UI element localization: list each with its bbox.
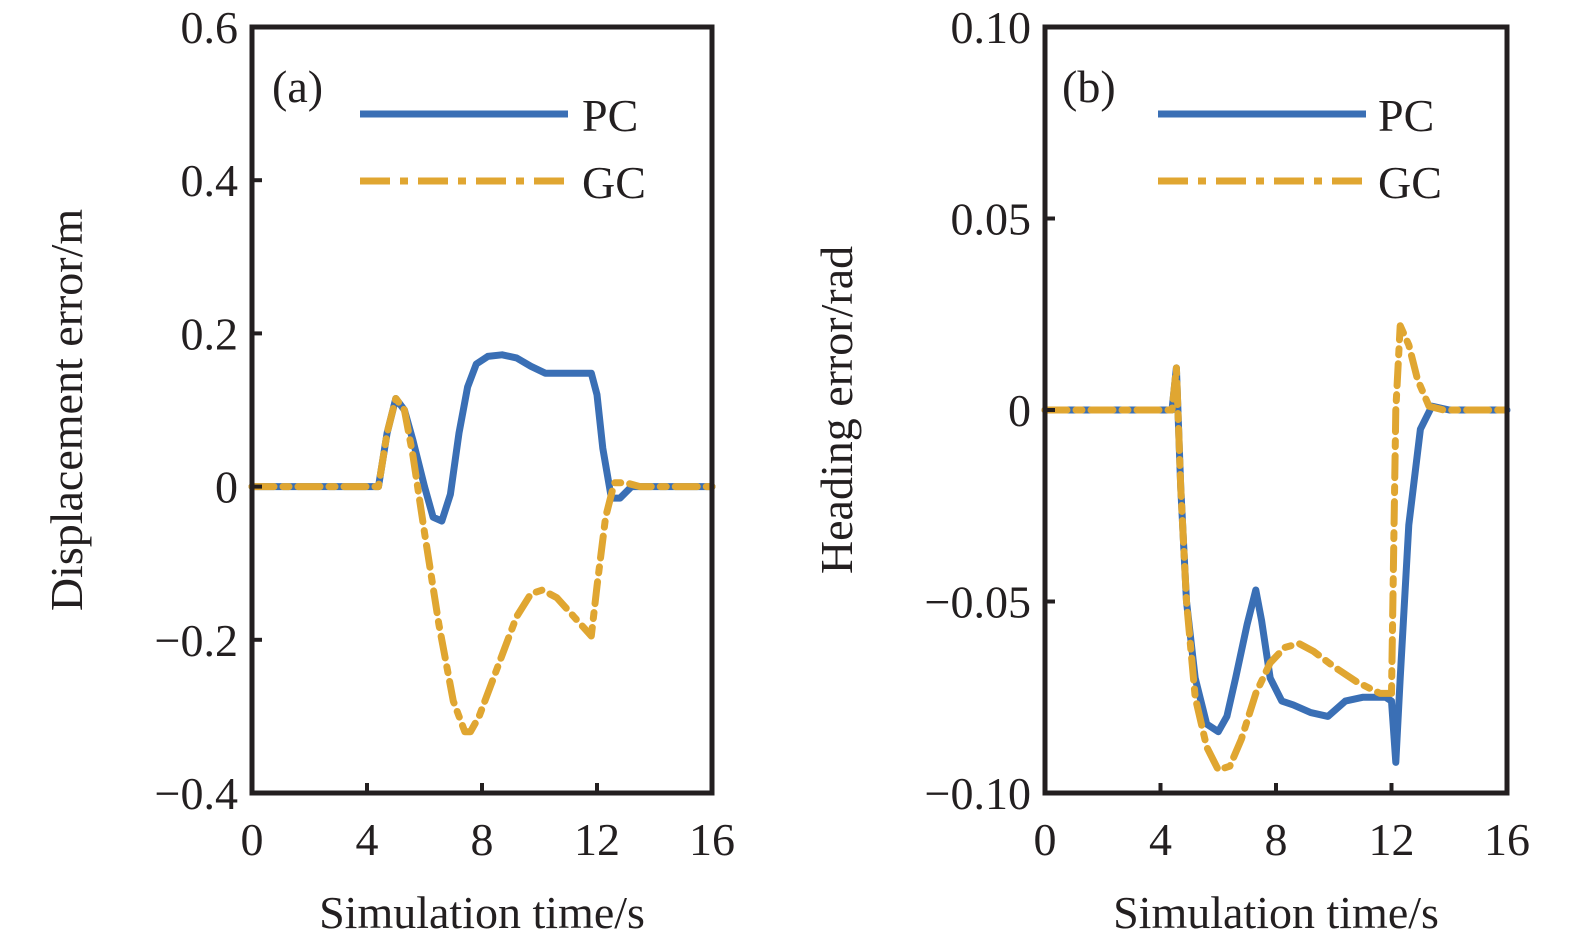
- panel-a-y-tick-label: −0.2: [155, 615, 238, 666]
- panel-b-y-tick-label: 0: [1008, 385, 1031, 436]
- panel-a-x-tick-label: 16: [689, 814, 735, 865]
- panel-a-legend-gc-label: GC: [582, 157, 646, 208]
- panel-a-legend-pc-label: PC: [582, 90, 638, 141]
- panel-a-ylabel: Displacement error/m: [41, 209, 92, 612]
- panel-a-xlabel: Simulation time/s: [319, 887, 645, 938]
- panel-b-lines: [1041, 322, 1511, 774]
- panel-b-x-ticks: 0 4 8 12 16: [1034, 783, 1530, 865]
- panel-a-series-pc: [248, 351, 716, 525]
- panel-b-y-tick-label: 0.05: [951, 194, 1032, 245]
- panel-b-legend-pc-label: PC: [1378, 90, 1434, 141]
- panel-b-x-tick-label: 16: [1484, 814, 1530, 865]
- panel-a-y-tick-label: 0.2: [181, 308, 239, 359]
- panel-a: −0.4 −0.2 0 0.2 0.4 0.6 0 4 8 12 16 (a) PC GC Sim…: [41, 2, 735, 938]
- panel-a-x-tick-label: 4: [356, 814, 379, 865]
- panel-b-x-tick-label: 0: [1034, 814, 1057, 865]
- panel-a-label: (a): [272, 61, 323, 112]
- panel-b-y-ticks: −0.10 −0.05 0 0.05 0.10: [925, 2, 1055, 819]
- panel-a-y-tick-label: −0.4: [155, 768, 238, 819]
- panel-a-x-ticks: 0 4 8 12 16: [241, 783, 735, 865]
- panel-a-series-gc: [248, 395, 716, 736]
- panel-b-x-tick-label: 8: [1265, 814, 1288, 865]
- panel-b-x-tick-label: 12: [1369, 814, 1415, 865]
- panel-b-xlabel: Simulation time/s: [1113, 887, 1439, 938]
- panel-a-frame: [249, 24, 715, 796]
- panel-a-x-tick-label: 8: [471, 814, 494, 865]
- panel-b-ylabel: Heading error/rad: [811, 246, 862, 574]
- panel-b-legend-gc-label: GC: [1378, 157, 1442, 208]
- panel-b-series-gc: [1041, 322, 1511, 774]
- panel-a-x-tick-label: 0: [241, 814, 264, 865]
- panel-a-y-tick-label: 0: [215, 462, 238, 513]
- panel-a-y-tick-label: 0.6: [181, 2, 239, 53]
- panel-a-y-tick-label: 0.4: [181, 155, 239, 206]
- panel-b-x-tick-label: 4: [1149, 814, 1172, 865]
- panel-b: −0.10 −0.05 0 0.05 0.10 0 4 8 12 16 (b) PC GC Si…: [811, 2, 1530, 938]
- panel-b-label: (b): [1062, 61, 1116, 112]
- panel-a-legend: PC GC: [360, 90, 646, 208]
- panel-b-series-pc: [1041, 364, 1511, 766]
- panel-a-lines: [248, 351, 716, 736]
- panel-b-y-tick-label: −0.05: [925, 577, 1031, 628]
- panel-b-y-tick-label: 0.10: [951, 2, 1032, 53]
- panel-a-x-tick-label: 12: [574, 814, 620, 865]
- panel-b-legend: PC GC: [1158, 90, 1442, 208]
- panel-a-y-ticks: −0.4 −0.2 0 0.2 0.4 0.6: [155, 2, 262, 819]
- panel-b-y-tick-label: −0.10: [925, 768, 1031, 819]
